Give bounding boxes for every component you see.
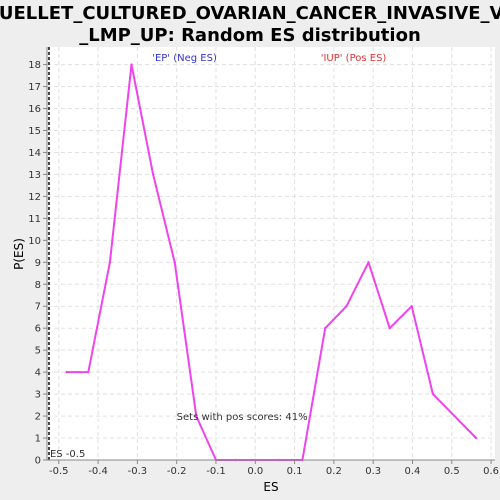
x-axis-label: ES <box>263 480 278 494</box>
y-tick-label: 3 <box>35 390 41 401</box>
data-point <box>431 392 435 396</box>
data-point <box>87 370 90 374</box>
y-tick-label: 13 <box>28 170 41 181</box>
y-tick-label: 11 <box>28 214 41 225</box>
x-tick-label: 0.2 <box>326 466 342 477</box>
data-point <box>65 370 68 374</box>
y-tick-label: 18 <box>28 60 41 71</box>
grid-lines <box>47 47 495 460</box>
pos-scores-annotation: Sets with pos scores: 41% <box>177 412 308 423</box>
y-axis-label: P(ES) <box>12 238 26 270</box>
chart-title-line-2: _LMP_UP: Random ES distribution <box>79 25 421 46</box>
data-point <box>130 63 133 66</box>
x-ticks: -0.5 -0.4 -0.3 -0.2 -0.1 0.0 0.1 0.2 0.3 0.4 0.5 0.… <box>49 460 499 477</box>
y-tick-label: 9 <box>35 258 41 269</box>
data-point <box>410 305 413 308</box>
y-tick-label: 15 <box>28 126 41 137</box>
y-tick-label: 6 <box>35 324 41 335</box>
x-tick-label: 0.4 <box>405 466 421 477</box>
region-label: 'EP' (Neg ES) <box>152 53 217 64</box>
x-tick-label: 0.3 <box>365 466 381 477</box>
data-point <box>324 326 327 330</box>
region-label: 'IUP' (Pos ES) <box>321 53 387 64</box>
observed-es-label: ES -0.5 <box>50 449 85 460</box>
x-tick-label: -0.1 <box>206 466 226 477</box>
y-tick-label: 16 <box>28 104 41 115</box>
y-tick-label: 8 <box>35 280 41 291</box>
y-tick-label: 0 <box>35 456 41 467</box>
y-tick-label: 7 <box>35 302 41 313</box>
plot-area <box>47 47 495 460</box>
y-tick-label: 1 <box>35 434 41 445</box>
region-labels: 'EP' (Neg ES) 'IUP' (Pos ES) <box>152 53 386 64</box>
x-tick-label: 0.6 <box>483 466 499 477</box>
data-point <box>195 414 198 418</box>
data-point <box>108 261 112 264</box>
x-tick-label: 0.1 <box>287 466 303 477</box>
y-tick-label: 10 <box>28 236 41 247</box>
y-tick-label: 5 <box>35 346 41 357</box>
data-point <box>345 305 348 308</box>
data-point <box>388 326 391 330</box>
x-tick-label: -0.2 <box>167 466 187 477</box>
data-point <box>173 261 176 264</box>
x-tick-label: 0.0 <box>247 466 263 477</box>
observed-es-marker: ES -0.5 <box>47 47 85 460</box>
axes <box>46 47 495 461</box>
y-tick-label: 2 <box>35 412 41 423</box>
y-tick-label: 17 <box>28 82 41 93</box>
x-tick-label: -0.5 <box>49 466 69 477</box>
y-tick-label: 12 <box>28 192 41 203</box>
data-point <box>474 436 478 440</box>
data-point <box>151 173 155 176</box>
chart-title-line-1: OUELLET_CULTURED_OVARIAN_CANCER_INVASIVE… <box>0 3 500 24</box>
y-tick-label: 14 <box>28 148 41 159</box>
x-tick-label: 0.5 <box>444 466 460 477</box>
data-point <box>367 261 370 264</box>
x-tick-label: -0.4 <box>88 466 108 477</box>
y-tick-label: 4 <box>35 368 41 379</box>
x-tick-label: -0.3 <box>128 466 148 477</box>
